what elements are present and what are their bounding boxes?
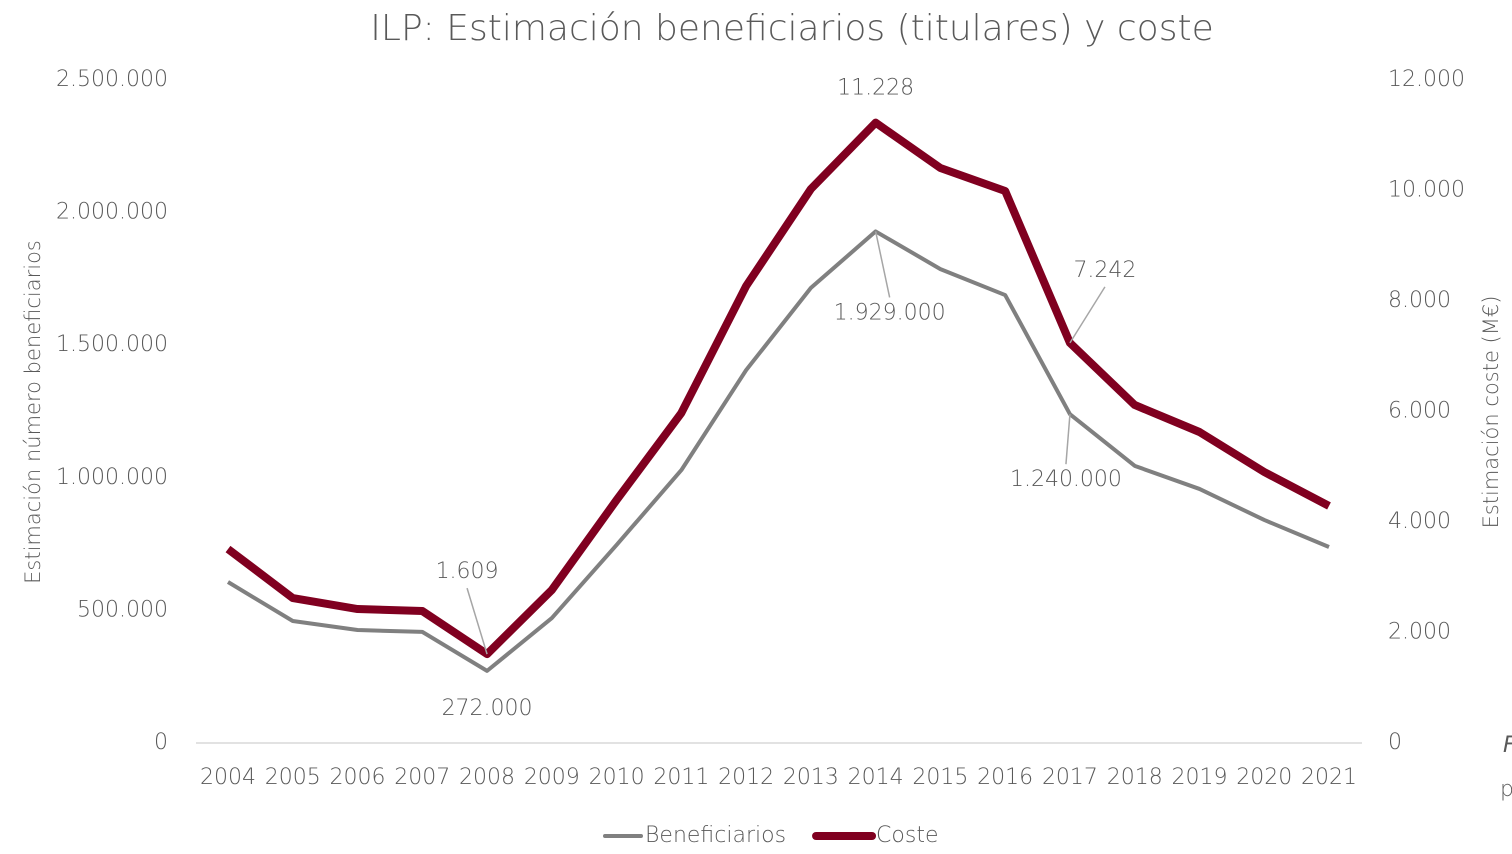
y-axis-label: Estimación número beneficiarios xyxy=(21,240,45,584)
data-label: 272.000 xyxy=(442,696,533,721)
x-tick-label: 2005 xyxy=(265,765,321,790)
x-tick-label: 2013 xyxy=(783,765,839,790)
data-label: 1.609 xyxy=(436,559,499,584)
y2-tick-label: 12.000 xyxy=(1388,67,1465,92)
y-tick-label: 2.000.000 xyxy=(56,200,168,225)
leader-line xyxy=(1065,414,1071,465)
x-tick-label: 2010 xyxy=(589,765,645,790)
x-tick-label: 2015 xyxy=(912,765,968,790)
note: F xyxy=(1503,733,1512,758)
y-tick-label: 0 xyxy=(154,730,168,755)
x-tick-label: 2009 xyxy=(524,765,580,790)
y2-tick-label: 10.000 xyxy=(1388,178,1465,203)
x-tick-label: 2004 xyxy=(200,765,256,790)
series-line xyxy=(226,229,1330,673)
leader-line xyxy=(874,231,891,298)
x-tick-label: 2017 xyxy=(1042,765,1098,790)
y2-tick-label: 2.000 xyxy=(1388,620,1451,645)
x-tick-label: 2020 xyxy=(1236,765,1292,790)
y2-tick-label: 6.000 xyxy=(1388,399,1451,424)
y2-axis-label: Estimación coste (M€) xyxy=(1479,296,1503,529)
series-line xyxy=(225,118,1331,659)
x-tick-label: 2011 xyxy=(653,765,709,790)
y2-tick-label: 0 xyxy=(1388,730,1402,755)
data-label: 1.929.000 xyxy=(834,300,946,325)
x-tick-label: 2021 xyxy=(1301,765,1357,790)
data-label: 11.228 xyxy=(837,76,914,101)
x-tick-label: 2019 xyxy=(1171,765,1227,790)
x-tick-label: 2007 xyxy=(394,765,450,790)
note: p xyxy=(1500,777,1512,802)
x-tick-label: 2012 xyxy=(718,765,774,790)
legend-label: Beneficiarios xyxy=(645,823,786,848)
x-tick-label: 2016 xyxy=(977,765,1033,790)
leader-line xyxy=(466,587,488,655)
chart-title: ILP: Estimación beneficiarios (titulares… xyxy=(370,8,1213,49)
legend-label: Coste xyxy=(876,823,938,848)
y2-tick-label: 8.000 xyxy=(1388,288,1451,313)
x-tick-label: 2014 xyxy=(848,765,904,790)
y-tick-label: 1.000.000 xyxy=(56,465,168,490)
data-label: 1.240.000 xyxy=(1010,467,1122,492)
y-tick-label: 500.000 xyxy=(77,597,168,622)
data-label: 7.242 xyxy=(1073,258,1136,283)
y-tick-label: 2.500.000 xyxy=(56,67,168,92)
x-tick-label: 2018 xyxy=(1107,765,1163,790)
y2-tick-label: 4.000 xyxy=(1388,509,1451,534)
x-tick-label: 2006 xyxy=(330,765,386,790)
y-tick-label: 1.500.000 xyxy=(56,332,168,357)
leader-line xyxy=(1069,286,1106,344)
x-tick-label: 2008 xyxy=(459,765,515,790)
